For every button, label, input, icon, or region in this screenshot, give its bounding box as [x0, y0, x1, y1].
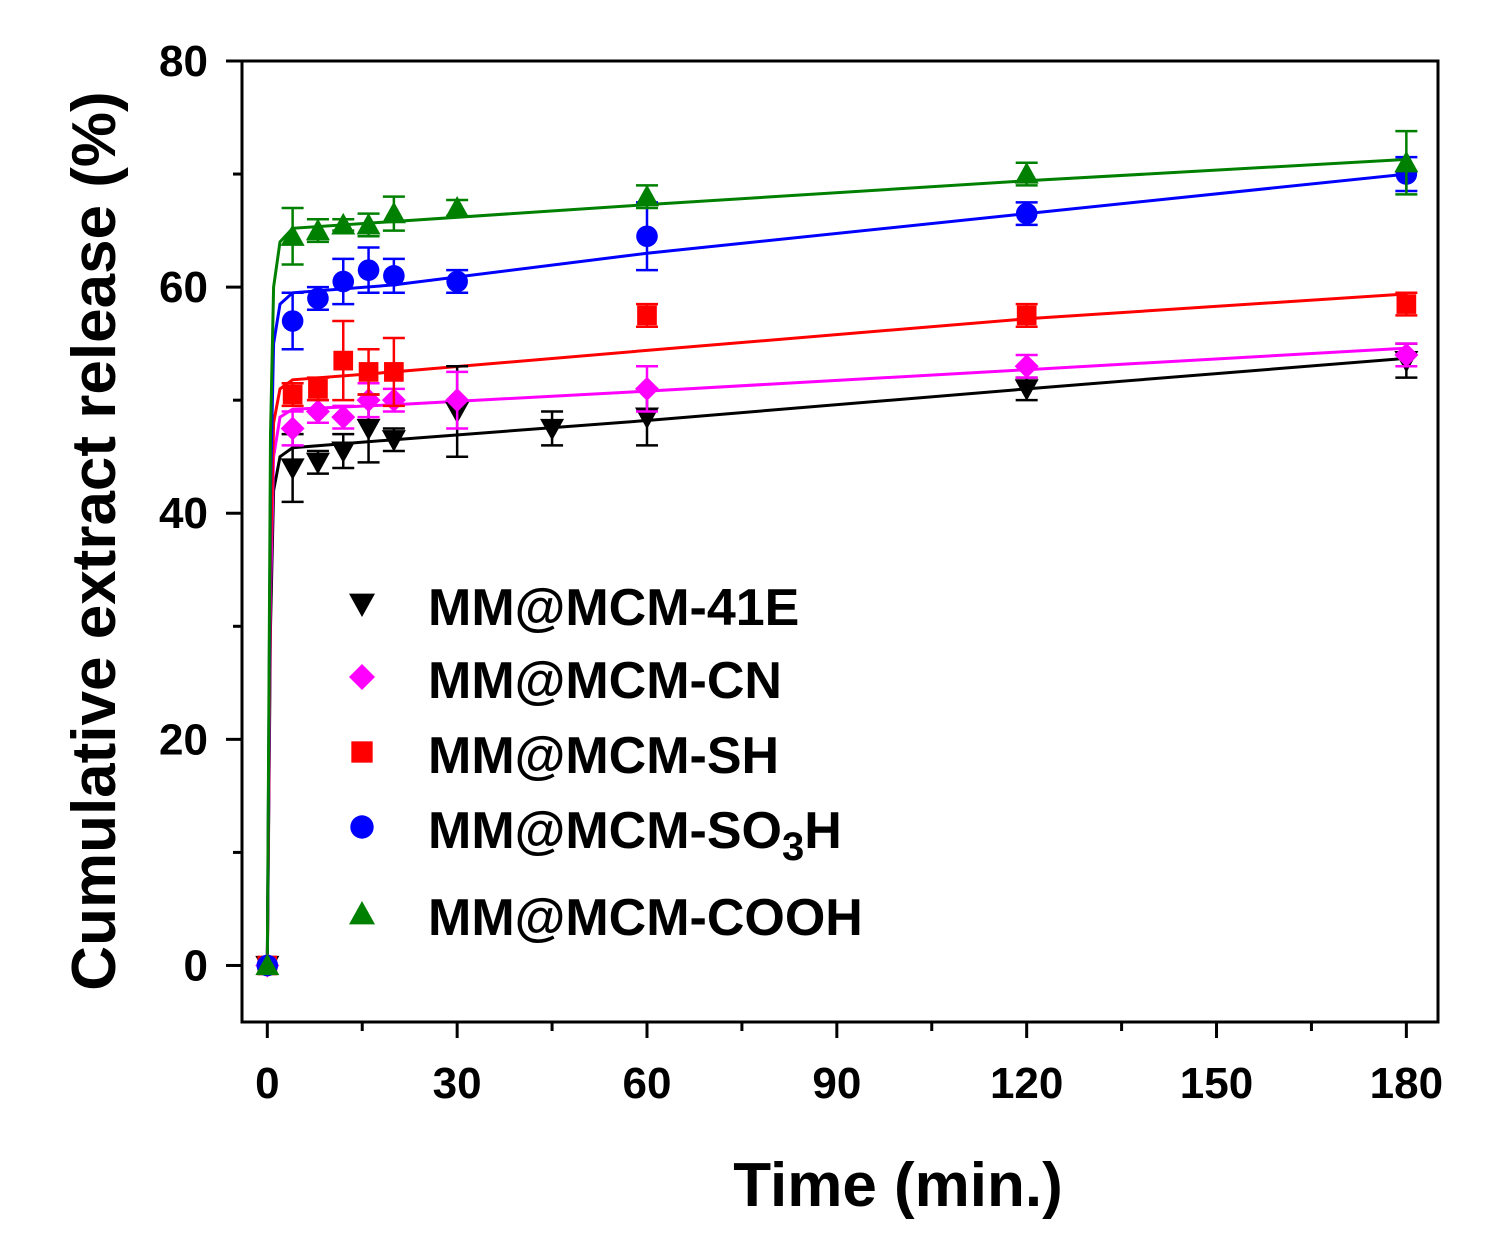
data-point: [306, 399, 330, 423]
data-point: [307, 288, 329, 310]
y-tick-label: 20: [159, 715, 208, 764]
data-point: [1394, 343, 1418, 367]
data-point: [358, 259, 380, 281]
data-point: [359, 362, 379, 382]
data-point: [357, 419, 381, 441]
data-point: [282, 310, 304, 332]
data-point: [1017, 306, 1037, 326]
data-point: [333, 351, 353, 371]
x-tick-label: 180: [1370, 1059, 1443, 1108]
data-point: [637, 306, 657, 326]
legend-marker: [349, 664, 375, 690]
legend-marker: [350, 815, 373, 838]
data-point: [331, 441, 355, 463]
chart-canvas: 0 30 60 90 120 150 180 0 20 40 60 80 Time (min.) C…: [0, 0, 1506, 1242]
data-point: [306, 219, 330, 241]
x-tick-label: 90: [812, 1059, 861, 1108]
y-tick-label: 0: [184, 941, 208, 990]
legend-label: MM@MCM-SO3H: [428, 802, 842, 869]
data-point: [635, 185, 659, 207]
x-tick-label: 60: [623, 1059, 672, 1108]
data-point: [383, 265, 405, 287]
x-tick-label: 120: [990, 1059, 1063, 1108]
x-tick-label: 0: [255, 1059, 279, 1108]
x-axis-title: Time (min.): [733, 1151, 1063, 1220]
y-axis: 0 20 40 60 80: [159, 37, 242, 990]
y-axis-title: Cumulative extract release (%): [60, 91, 129, 990]
data-point: [1394, 151, 1418, 173]
legend-marker: [349, 594, 375, 617]
data-point: [308, 379, 328, 399]
legend-label: MM@MCM-41E: [428, 579, 799, 637]
legend-marker: [351, 741, 372, 762]
data-point: [1016, 203, 1038, 225]
legend-label: MM@MCM-COOH: [428, 889, 863, 947]
legend: MM@MCM-41E MM@MCM-CN MM@MCM-SH MM@MCM-SO3H M…: [349, 579, 863, 947]
legend-label: MM@MCM-SH: [428, 727, 779, 785]
y-tick-label: 40: [159, 489, 208, 538]
data-point: [636, 225, 658, 247]
data-point: [1397, 294, 1417, 314]
data-point: [281, 458, 305, 480]
data-point: [384, 362, 404, 382]
legend-label: MM@MCM-CN: [428, 652, 782, 710]
plot-frame: [242, 61, 1438, 1022]
x-axis: 0 30 60 90 120 150 180: [255, 1022, 1443, 1108]
data-point: [306, 453, 330, 475]
y-tick-label: 60: [159, 263, 208, 312]
x-tick-label: 150: [1180, 1059, 1253, 1108]
data-point: [635, 377, 659, 401]
data-point: [446, 271, 468, 293]
data-point: [332, 271, 354, 293]
data-point: [281, 416, 305, 440]
data-point: [283, 385, 303, 405]
data-point: [1015, 162, 1039, 184]
x-tick-label: 30: [433, 1059, 482, 1108]
data-point: [1015, 354, 1039, 378]
data-point: [445, 388, 469, 412]
legend-marker: [349, 901, 375, 924]
data-point: [382, 202, 406, 224]
y-tick-label: 80: [159, 37, 208, 86]
